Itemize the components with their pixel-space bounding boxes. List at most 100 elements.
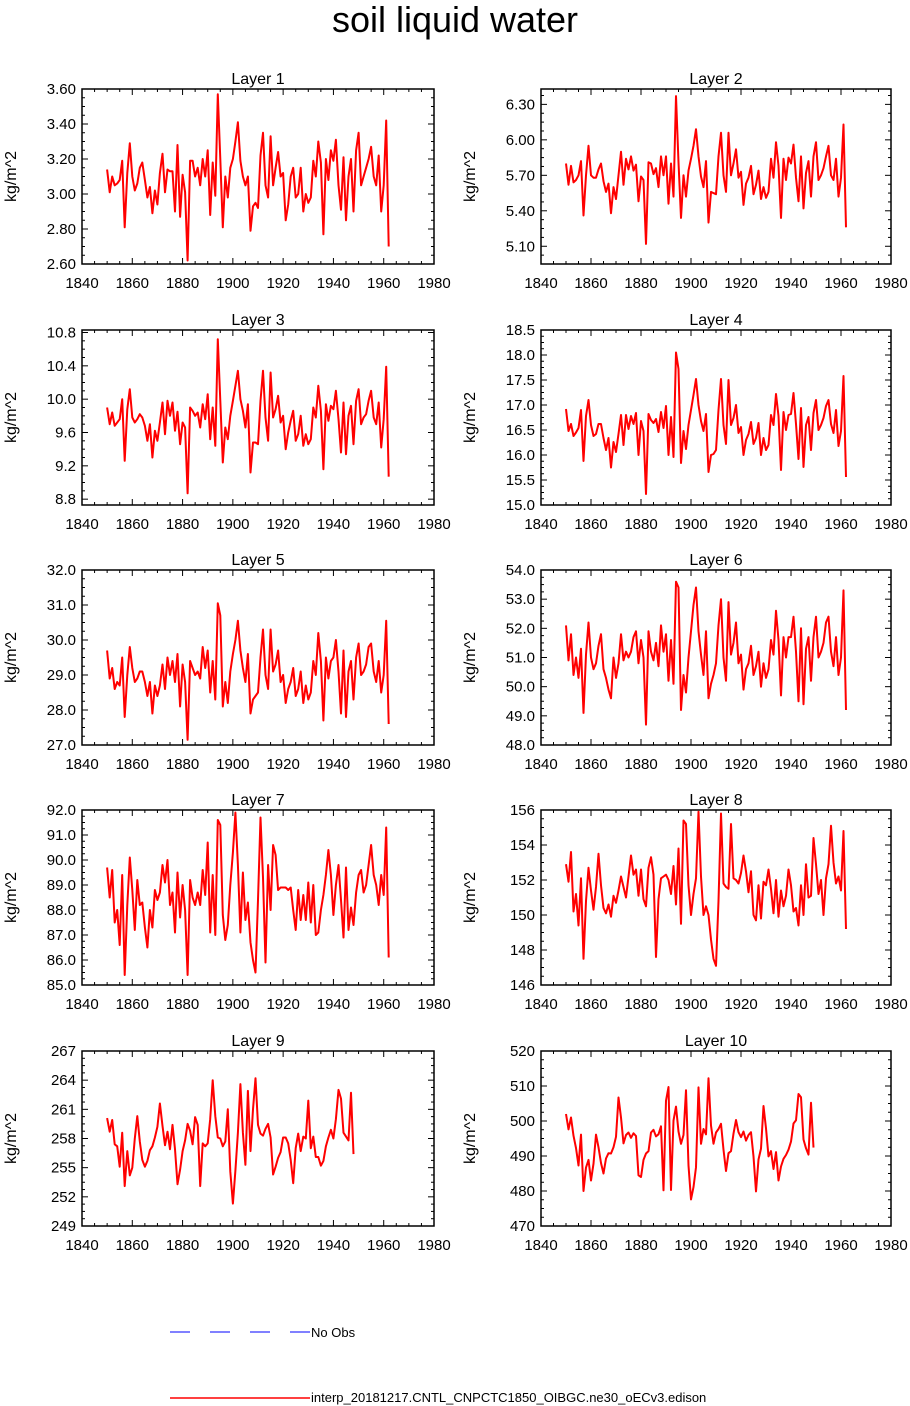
chart-layer-4: Layer 4 kg/m^2 1840 1860 1880 1900 1920 1940 196… <box>462 312 908 533</box>
chart-layer-2: Layer 2 kg/m^2 1840 1860 1880 1900 1920 1940 196… <box>462 71 908 292</box>
y-tick-label: 16.5 <box>506 422 535 439</box>
y-axis-label: kg/m^2 <box>3 872 20 923</box>
y-tick-label: 8.8 <box>55 491 76 508</box>
y-tick-label: 3.00 <box>47 186 76 203</box>
y-tick-label: 27.0 <box>47 737 76 754</box>
y-tick-label: 90.0 <box>47 852 76 869</box>
y-tick-label: 29.0 <box>47 667 76 684</box>
chart-layer-8: Layer 8 kg/m^2 1840 1860 1880 1900 1920 1940 196… <box>462 792 908 1013</box>
y-tick-label: 261 <box>51 1101 76 1118</box>
series-line <box>106 1077 355 1205</box>
x-tick-label: 1860 <box>116 756 149 773</box>
y-tick-label: 30.0 <box>47 632 76 649</box>
x-tick-label: 1960 <box>367 1237 400 1254</box>
chart-title: Layer 7 <box>231 792 284 809</box>
x-tick-label: 1920 <box>266 516 299 533</box>
y-tick-label: 49.0 <box>506 708 535 725</box>
x-tick-label: 1900 <box>674 996 707 1013</box>
x-tick-label: 1960 <box>824 275 857 292</box>
x-tick-label: 1880 <box>166 1237 199 1254</box>
chart-title: Layer 5 <box>231 552 284 569</box>
x-tick-label: 1940 <box>317 516 350 533</box>
x-tick-label: 1860 <box>574 756 607 773</box>
x-tick-label: 1860 <box>116 1237 149 1254</box>
y-tick-label: 2.60 <box>47 256 76 273</box>
x-tick-label: 1900 <box>216 756 249 773</box>
y-tick-label: 148 <box>510 942 535 959</box>
y-tick-label: 5.40 <box>506 203 535 220</box>
x-tick-label: 1840 <box>524 1237 557 1254</box>
y-tick-label: 150 <box>510 907 535 924</box>
series-line <box>565 580 847 726</box>
y-tick-label: 50.0 <box>506 679 535 696</box>
y-tick-label: 152 <box>510 872 535 889</box>
plot-frame <box>81 88 435 265</box>
x-tick-label: 1980 <box>417 996 450 1013</box>
x-tick-label: 1940 <box>317 1237 350 1254</box>
x-tick-label: 1940 <box>317 275 350 292</box>
y-tick-label: 510 <box>510 1078 535 1095</box>
y-tick-label: 9.6 <box>55 425 76 442</box>
y-tick-label: 18.5 <box>506 322 535 339</box>
x-tick-label: 1900 <box>674 275 707 292</box>
y-tick-label: 15.5 <box>506 472 535 489</box>
chart-title: Layer 2 <box>689 71 742 88</box>
x-tick-label: 1840 <box>524 275 557 292</box>
chart-title: Layer 6 <box>689 552 742 569</box>
series-line <box>106 602 390 741</box>
y-tick-label: 28.0 <box>47 702 76 719</box>
x-tick-label: 1920 <box>724 996 757 1013</box>
series-line <box>106 338 390 495</box>
y-tick-label: 252 <box>51 1189 76 1206</box>
y-tick-label: 2.80 <box>47 221 76 238</box>
chart-layer-1: Layer 1 kg/m^2 1840 1860 1880 1900 1920 1940 196… <box>3 71 451 292</box>
y-tick-label: 6.30 <box>506 96 535 113</box>
y-tick-label: 156 <box>510 802 535 819</box>
x-tick-label: 1940 <box>774 996 807 1013</box>
x-tick-label: 1840 <box>65 516 98 533</box>
series-line <box>106 93 390 262</box>
x-tick-label: 1940 <box>774 275 807 292</box>
x-tick-label: 1880 <box>166 756 199 773</box>
series-line <box>565 810 847 967</box>
y-tick-label: 520 <box>510 1043 535 1060</box>
plot-frame <box>540 1050 892 1227</box>
y-axis-label: kg/m^2 <box>3 632 20 683</box>
y-tick-label: 9.2 <box>55 458 76 475</box>
series-line <box>106 811 390 976</box>
y-axis-label: kg/m^2 <box>462 392 479 443</box>
x-tick-label: 1880 <box>166 996 199 1013</box>
x-tick-label: 1960 <box>367 996 400 1013</box>
x-tick-label: 1980 <box>874 1237 907 1254</box>
series-line <box>565 1077 815 1201</box>
x-tick-label: 1900 <box>674 756 707 773</box>
x-tick-label: 1920 <box>266 1237 299 1254</box>
x-tick-label: 1920 <box>724 516 757 533</box>
x-tick-label: 1840 <box>65 756 98 773</box>
x-tick-label: 1880 <box>624 275 657 292</box>
chart-title: Layer 3 <box>231 312 284 329</box>
x-tick-label: 1880 <box>166 516 199 533</box>
y-tick-label: 52.0 <box>506 620 535 637</box>
chart-layer-5: Layer 5 kg/m^2 1840 1860 1880 1900 1920 1940 196… <box>3 552 451 773</box>
x-tick-label: 1880 <box>624 1237 657 1254</box>
x-tick-label: 1840 <box>65 275 98 292</box>
y-tick-label: 48.0 <box>506 737 535 754</box>
series-line <box>565 351 847 495</box>
x-tick-label: 1960 <box>824 756 857 773</box>
x-tick-label: 1840 <box>524 516 557 533</box>
y-tick-label: 146 <box>510 977 535 994</box>
y-tick-label: 15.0 <box>506 497 535 514</box>
y-tick-label: 267 <box>51 1043 76 1060</box>
x-tick-label: 1960 <box>824 516 857 533</box>
y-tick-label: 32.0 <box>47 562 76 579</box>
x-tick-label: 1920 <box>266 756 299 773</box>
y-axis-label: kg/m^2 <box>3 392 20 443</box>
plot-frame <box>81 569 435 746</box>
y-tick-label: 6.00 <box>506 132 535 149</box>
y-tick-label: 16.0 <box>506 447 535 464</box>
chart-layer-9: Layer 9 kg/m^2 1840 1860 1880 1900 1920 1940 196… <box>3 1033 451 1254</box>
x-tick-label: 1980 <box>874 275 907 292</box>
x-tick-label: 1940 <box>317 996 350 1013</box>
